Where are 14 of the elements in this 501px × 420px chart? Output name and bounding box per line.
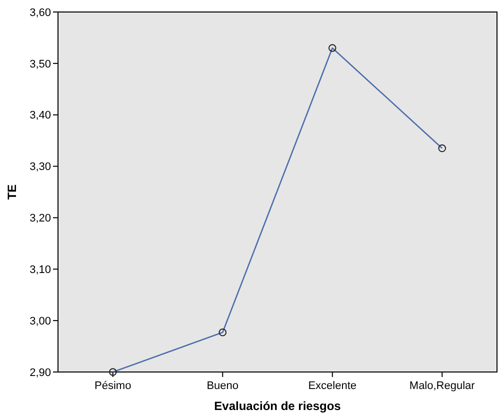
x-tick-label: Malo,Regular	[409, 380, 476, 392]
y-axis-title: TE	[5, 184, 19, 200]
y-tick-label: 3,50	[30, 58, 51, 70]
y-tick-label: 3,00	[30, 315, 51, 328]
x-tick-label: Excelente	[308, 380, 357, 392]
y-tick-label: 3,20	[30, 212, 51, 225]
x-tick-label: Bueno	[206, 380, 239, 392]
y-tick-label: 3,10	[30, 264, 51, 276]
y-tick-label: 3,60	[30, 6, 51, 19]
x-tick-label: Pésimo	[94, 380, 132, 392]
y-tick-label: 3,30	[30, 161, 51, 174]
y-tick-label: 3,40	[30, 110, 51, 122]
x-axis-title: Evaluación de riesgos	[214, 399, 342, 413]
y-tick-label: 2,90	[30, 366, 51, 379]
